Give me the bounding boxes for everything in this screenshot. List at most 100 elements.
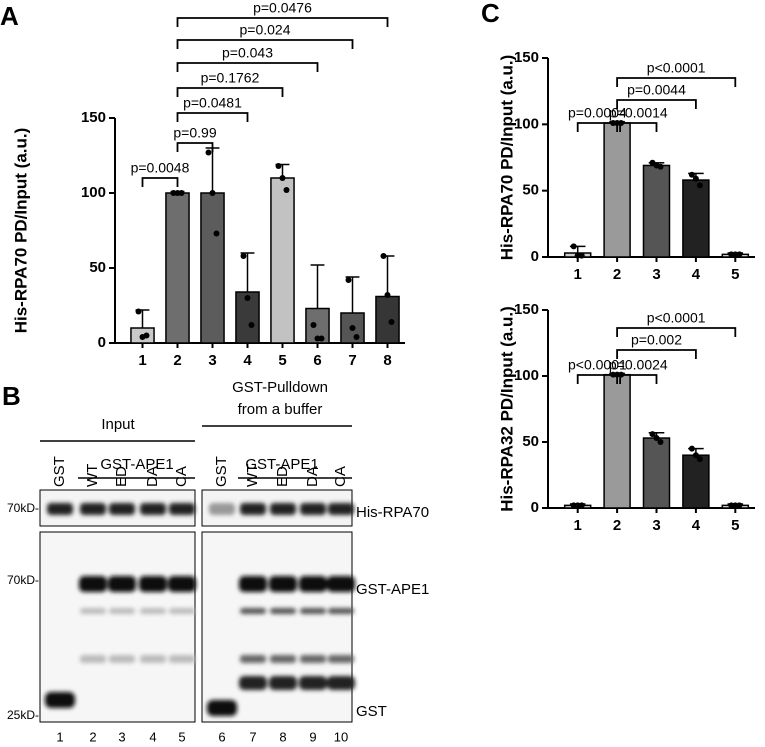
data-point xyxy=(736,502,743,509)
band xyxy=(328,503,354,515)
significance-bracket xyxy=(176,17,389,27)
lane-number: 1 xyxy=(56,729,63,744)
lane-label: ED xyxy=(113,466,130,487)
p-value: p=0.0014 xyxy=(609,105,668,121)
band xyxy=(327,576,355,592)
p-value: p=0.0048 xyxy=(131,160,190,176)
significance-bracket xyxy=(576,122,618,132)
y-tick-label: 150 xyxy=(514,49,539,66)
significance-bracket xyxy=(576,374,618,384)
p-value: p=0.1762 xyxy=(201,70,260,86)
band-label: GST xyxy=(356,703,387,720)
lane-label: DA xyxy=(144,466,161,487)
p-value: p<0.0001 xyxy=(647,60,706,76)
x-tick-label: 5 xyxy=(731,517,739,534)
band xyxy=(47,503,73,515)
band xyxy=(300,503,326,515)
p-value: p<0.0001 xyxy=(647,310,706,326)
lane-label: WT xyxy=(84,464,101,487)
y-axis-label: His-RPA70 PD/Input (a.u.) xyxy=(497,55,516,261)
lane-number: 2 xyxy=(89,729,96,744)
data-point xyxy=(318,335,325,342)
mw-marker: 70kD- xyxy=(7,573,39,587)
band xyxy=(168,576,196,592)
band xyxy=(80,503,106,515)
band xyxy=(300,655,326,663)
x-tick-label: 2 xyxy=(613,517,621,534)
x-tick-label: 1 xyxy=(138,352,146,369)
data-point xyxy=(692,175,699,182)
data-point xyxy=(135,308,142,315)
significance-bracket xyxy=(616,99,697,109)
mw-marker: 70kD- xyxy=(7,501,39,515)
lane-number: 9 xyxy=(309,729,316,744)
y-tick-label: 0 xyxy=(531,248,539,265)
band xyxy=(270,608,296,614)
data-point xyxy=(178,190,185,196)
data-point xyxy=(696,456,703,463)
y-tick-label: 50 xyxy=(522,433,539,450)
data-point xyxy=(380,253,387,259)
y-tick-label: 150 xyxy=(514,301,539,318)
data-point xyxy=(283,187,290,193)
y-axis-label: His-RPA32 PD/Input (a.u.) xyxy=(497,306,516,512)
data-point xyxy=(657,439,664,445)
x-tick-label: 3 xyxy=(652,266,660,283)
band xyxy=(240,655,266,663)
p-value: p=0.024 xyxy=(240,22,291,38)
data-point xyxy=(692,452,699,459)
band xyxy=(300,608,326,614)
group-label: GST-APE1 xyxy=(100,456,173,473)
x-tick-label: 3 xyxy=(652,517,660,534)
data-point xyxy=(578,502,585,509)
data-point xyxy=(209,190,216,196)
band xyxy=(79,576,107,592)
x-tick-label: 5 xyxy=(731,266,739,283)
blot-strip xyxy=(201,531,353,723)
y-tick-label: 150 xyxy=(81,109,106,126)
data-point xyxy=(275,163,282,169)
bar xyxy=(682,454,710,509)
data-point xyxy=(244,295,251,301)
x-tick-label: 8 xyxy=(383,352,391,369)
band xyxy=(240,608,266,614)
data-point xyxy=(205,149,212,156)
band xyxy=(239,676,267,690)
p-value: p=0.99 xyxy=(173,125,216,141)
x-tick-label: 4 xyxy=(692,266,701,283)
data-point xyxy=(696,182,703,189)
x-tick-label: 3 xyxy=(208,352,216,369)
data-point xyxy=(384,292,391,298)
p-value: p=0.0044 xyxy=(627,82,686,98)
panel-label: B xyxy=(2,381,21,411)
y-tick-label: 50 xyxy=(89,259,106,276)
significance-bracket xyxy=(176,112,249,122)
band xyxy=(140,655,166,663)
group-label: GST-APE1 xyxy=(245,456,318,473)
band xyxy=(109,608,135,614)
data-point xyxy=(578,252,585,259)
bar xyxy=(270,177,295,344)
y-tick-label: 50 xyxy=(522,182,539,199)
group-label: from a buffer xyxy=(238,401,323,418)
data-point xyxy=(649,431,656,438)
lane-number: 3 xyxy=(118,729,125,744)
significance-bracket xyxy=(176,142,214,152)
lane-label: WT xyxy=(244,464,261,487)
significance-bracket xyxy=(619,374,658,384)
x-tick-label: 6 xyxy=(313,352,321,369)
band xyxy=(169,608,195,614)
significance-bracket xyxy=(619,122,658,132)
lane-number: 5 xyxy=(178,729,185,744)
band xyxy=(108,576,136,592)
band-label: His-RPA70 xyxy=(356,504,429,521)
bar xyxy=(603,373,631,509)
p-value: p=0.0476 xyxy=(253,0,312,16)
panel-label: C xyxy=(481,0,500,28)
y-tick-label: 0 xyxy=(531,499,539,516)
lane-label: GST xyxy=(213,456,230,487)
band xyxy=(109,655,135,663)
band xyxy=(240,503,266,515)
bar xyxy=(642,437,671,509)
lane-number: 7 xyxy=(249,729,256,744)
